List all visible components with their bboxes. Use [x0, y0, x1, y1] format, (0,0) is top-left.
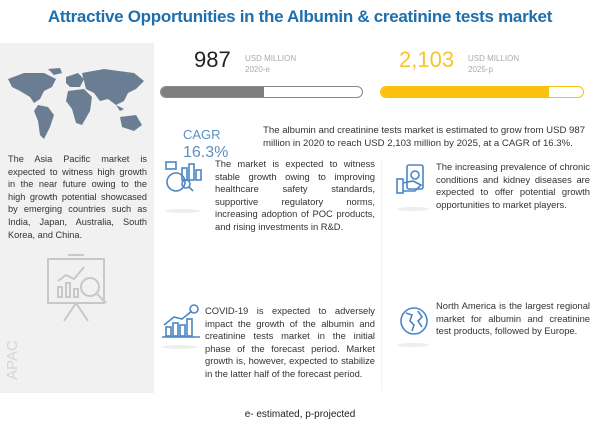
- globe-icon: [400, 307, 428, 335]
- money-hand-icon: [396, 164, 424, 194]
- market-summary: The albumin and creatinine tests market …: [263, 125, 586, 149]
- unit-2020: USD MILLION 2020-e: [245, 53, 296, 75]
- period-label: 2025-p: [468, 65, 493, 74]
- progress-fill-2020: [161, 87, 264, 97]
- icon-shadow: [162, 345, 197, 349]
- icon-shadow: [397, 207, 429, 211]
- icon-shadow: [165, 209, 200, 213]
- value-2020: 987: [194, 47, 231, 72]
- progress-bar-2020: [160, 86, 363, 98]
- progress-fill-2025: [381, 87, 549, 97]
- footnote: e- estimated, p-projected: [244, 409, 356, 420]
- world-map-icon: [8, 68, 144, 139]
- cagr-value: 16.3%: [183, 144, 229, 161]
- card-opportunities: The increasing prevalence of chronic con…: [436, 161, 590, 210]
- growth-chart-icon: [162, 304, 200, 338]
- apac-panel: The Asia Pacific market is expected to w…: [0, 43, 154, 393]
- unit-label: USD MILLION: [245, 54, 297, 63]
- divider: [381, 160, 382, 390]
- unit-2025: USD MILLION 2025-p: [468, 53, 519, 75]
- icon-shadow: [397, 343, 429, 347]
- progress-bar-2025: [380, 86, 584, 98]
- apac-label: APAC: [4, 340, 21, 380]
- value-2025: 2,103: [399, 47, 455, 72]
- presentation-analytics-icon: [47, 254, 107, 322]
- card-north-america: North America is the largest regional ma…: [436, 300, 590, 337]
- cagr-label: CAGR: [183, 127, 221, 142]
- card-growth-drivers: The market is expected to witness stable…: [215, 158, 375, 232]
- page-title: Attractive Opportunities in the Albumin …: [47, 7, 553, 26]
- card-covid-impact: COVID-19 is expected to adversely impact…: [205, 305, 375, 379]
- period-label: 2020-e: [245, 65, 270, 74]
- cagr-block: CAGR 16.3%: [183, 127, 228, 162]
- analytics-icon: [165, 161, 202, 192]
- apac-description: The Asia Pacific market is expected to w…: [8, 154, 147, 240]
- unit-label: USD MILLION: [468, 54, 520, 63]
